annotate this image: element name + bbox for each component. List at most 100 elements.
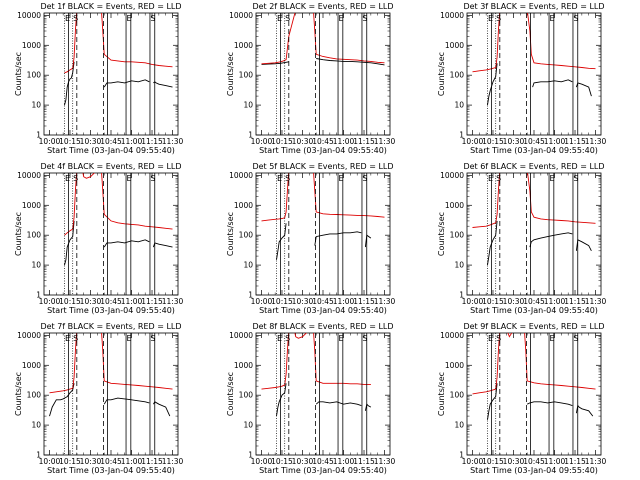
x-tick-label: 11:00 [333,137,355,146]
x-tick-label: 10:30 [292,457,314,466]
y-tick-label: 1 [459,451,464,460]
x-tick-label: 11:15 [353,137,375,146]
y-tick-label: 1 [36,291,41,300]
x-tick-label: 11:30 [162,297,184,306]
series-line-events [364,403,372,411]
panel-5: Det 5f BLACK = Events, RED = LLD 1 10 100 10… [226,162,396,315]
x-tick-label: 10:45 [100,137,122,146]
series-line-lld [49,333,173,394]
y-tick-label: 1 [459,131,464,140]
x-tick-label: 11:00 [121,457,143,466]
marker-label: E [65,334,70,343]
x-tick-label: 10:00 [39,457,61,466]
y-tick-label: 100 [27,231,42,240]
x-tick-label: 11:15 [564,137,586,146]
y-tick-label: 10 [243,101,253,110]
x-tick-label: 11:00 [121,297,143,306]
y-tick-label: 10000 [17,11,41,20]
x-axis-label: Start Time (03-Jan-04 09:55:40) [259,466,387,475]
x-tick-label: 10:00 [251,137,273,146]
y-tick-label: 1000 [22,201,41,210]
x-tick-label: 10:30 [503,297,525,306]
series-line-events [364,234,372,248]
x-tick-label: 11:30 [162,457,184,466]
y-tick-label: 100 [239,391,254,400]
y-axis-label: Counts/sec [226,372,235,416]
x-tick-label: 11:15 [564,297,586,306]
x-tick-label: 10:15 [59,137,81,146]
x-tick-label: 10:15 [59,297,81,306]
y-tick-label: 10000 [17,331,41,340]
y-axis-label: Counts/sec [437,212,446,256]
y-axis-label: Counts/sec [14,52,23,96]
y-axis-label: Counts/sec [437,52,446,96]
panel-1: Det 1f BLACK = Events, RED = LLD 1 10 100 10… [14,2,184,155]
x-tick-label: 10:00 [251,297,273,306]
x-axis-label: Start Time (03-Jan-04 09:55:40) [259,146,387,155]
x-tick-label: 10:30 [80,137,102,146]
data-group [64,13,173,106]
y-axis-label: Counts/sec [14,372,23,416]
y-tick-label: 100 [27,71,42,80]
marker-label: S [573,174,578,183]
x-tick-label: 10:00 [462,297,484,306]
x-tick-label: 11:15 [141,297,163,306]
marker-label: S [362,174,367,183]
series-line-events [527,401,573,407]
panel-title: Det 3f BLACK = Events, RED = LLD [463,2,604,11]
marker-label: S [496,14,501,23]
data-group [472,173,596,266]
marker-label: S [573,14,578,23]
marker-label: S [285,14,290,23]
y-tick-label: 1000 [234,361,253,370]
panel-4: Det 4f BLACK = Events, RED = LLD 1 10 100 10… [14,162,184,315]
marker-label: E [339,334,344,343]
series-line-events [103,79,150,88]
y-tick-label: 10 [454,421,464,430]
panel-3: Det 3f BLACK = Events, RED = LLD 1 10 100 10… [437,2,607,155]
series-line-events [529,232,573,248]
series-line-lld [472,173,596,228]
x-tick-label: 10:30 [503,137,525,146]
x-tick-label: 10:45 [523,137,545,146]
data-group [472,333,596,420]
series-line-events [315,401,362,407]
panel-2: Det 2f BLACK = Events, RED = LLD 1 10 100 10… [226,2,396,155]
data-group [49,333,173,417]
panel-9: Det 9f BLACK = Events, RED = LLD 1 10 100 10… [437,322,607,475]
panel-8: Det 8f BLACK = Events, RED = LLD 1 10 100 10… [226,322,396,475]
x-tick-label: 10:00 [462,457,484,466]
panel-6: Det 6f BLACK = Events, RED = LLD 1 10 100 10… [437,162,607,315]
x-axis-label: Start Time (03-Jan-04 09:55:40) [470,146,598,155]
marker-label: E [65,14,70,23]
y-tick-label: 10 [454,101,464,110]
x-tick-label: 11:15 [141,137,163,146]
data-group [472,13,596,106]
y-tick-label: 1 [248,131,253,140]
plot-frame [466,12,602,136]
y-tick-label: 10000 [229,331,253,340]
plot-frame [255,332,391,456]
x-tick-label: 10:00 [251,457,273,466]
x-tick-label: 11:00 [544,137,566,146]
x-tick-label: 10:15 [271,137,293,146]
x-tick-label: 11:30 [162,137,184,146]
series-line-events [314,231,362,246]
plot-frame [255,12,391,136]
x-tick-label: 11:30 [585,457,607,466]
y-tick-label: 100 [27,391,42,400]
x-tick-label: 10:15 [482,297,504,306]
y-tick-label: 100 [239,71,254,80]
x-tick-label: 11:00 [544,297,566,306]
x-tick-label: 10:30 [292,297,314,306]
plot-frame [43,172,179,296]
series-line-events [532,79,573,88]
data-group [64,173,173,266]
y-tick-label: 1 [459,291,464,300]
x-tick-label: 11:15 [353,297,375,306]
y-tick-label: 10000 [17,171,41,180]
plot-frame [466,332,602,456]
x-tick-label: 10:45 [523,297,545,306]
y-tick-label: 10000 [440,331,464,340]
x-axis-label: Start Time (03-Jan-04 09:55:40) [470,306,598,315]
